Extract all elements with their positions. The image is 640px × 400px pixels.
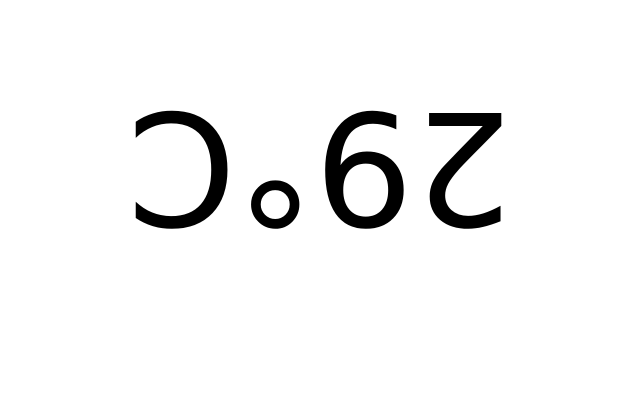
temperature-readout: 29°C xyxy=(127,76,513,258)
